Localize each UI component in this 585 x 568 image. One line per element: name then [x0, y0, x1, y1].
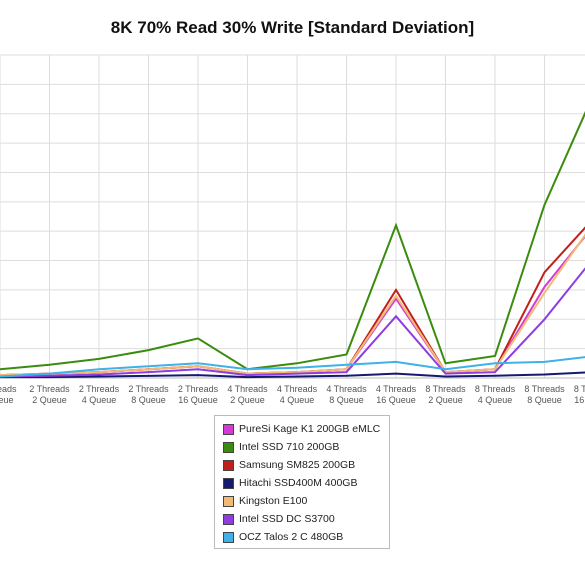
- x-tick-label: 8 Threads: [475, 384, 516, 394]
- legend-label: OCZ Talos 2 C 480GB: [239, 531, 344, 543]
- x-tick-label: 8 Threads: [524, 384, 565, 394]
- x-tick-label: 2 Queue: [428, 395, 463, 405]
- x-tick-label: 4 Threads: [326, 384, 367, 394]
- series-line-4: [0, 233, 585, 377]
- legend-item: PureSi Kage K1 200GB eMLC: [215, 420, 389, 438]
- x-tick-label: 4 Threads: [376, 384, 417, 394]
- legend-item: Samsung SM825 200GB: [215, 456, 389, 474]
- x-tick-label: Threads: [0, 384, 17, 394]
- series-line-5: [0, 267, 585, 378]
- legend-label: Hitachi SSD400M 400GB: [239, 477, 358, 489]
- series-line-1: [0, 111, 585, 371]
- x-tick-label: 4 Threads: [277, 384, 318, 394]
- series-line-0: [0, 234, 585, 377]
- legend: PureSi Kage K1 200GB eMLC Intel SSD 710 2…: [214, 415, 390, 549]
- x-tick-label: 4 Threads: [227, 384, 268, 394]
- series-lines: [0, 111, 585, 379]
- x-tick-label: 8 Queue: [527, 395, 562, 405]
- legend-label: Kingston E100: [239, 495, 308, 507]
- legend-swatch: [223, 423, 234, 435]
- legend-swatch: [223, 477, 234, 489]
- legend-item: Kingston E100: [215, 492, 389, 510]
- series-line-6: [0, 356, 585, 378]
- x-tick-label: 2 Threads: [128, 384, 169, 394]
- legend-label: PureSi Kage K1 200GB eMLC: [239, 423, 381, 435]
- x-tick-label: 16 Queue: [376, 395, 416, 405]
- x-tick-label: 2 Queue: [230, 395, 265, 405]
- x-tick-label: 4 Queue: [82, 395, 117, 405]
- series-line-3: [0, 371, 585, 379]
- x-tick-label: 8 Threads: [574, 384, 585, 394]
- legend-label: Intel SSD 710 200GB: [239, 441, 340, 453]
- x-tick-label: 16 Queue: [574, 395, 585, 405]
- legend-item: OCZ Talos 2 C 480GB: [215, 528, 389, 546]
- x-tick-label: 4 Queue: [280, 395, 315, 405]
- x-tick-label: 2 Threads: [178, 384, 219, 394]
- x-tick-label: 8 Queue: [329, 395, 364, 405]
- legend-label: Intel SSD DC S3700: [239, 513, 335, 525]
- x-tick-label: 2 Queue: [32, 395, 67, 405]
- x-tick-label: 8 Threads: [425, 384, 466, 394]
- legend-item: Hitachi SSD400M 400GB: [215, 474, 389, 492]
- legend-swatch: [223, 531, 234, 543]
- legend-item: Intel SSD DC S3700: [215, 510, 389, 528]
- legend-swatch: [223, 459, 234, 471]
- grid-lines: [0, 54, 585, 379]
- x-tick-label: Queue: [0, 395, 14, 405]
- x-tick-label: 4 Queue: [478, 395, 513, 405]
- legend-item: Intel SSD 710 200GB: [215, 438, 389, 456]
- legend-swatch: [223, 513, 234, 525]
- chart-title: 8K 70% Read 30% Write [Standard Deviatio…: [110, 18, 475, 37]
- legend-label: Samsung SM825 200GB: [239, 459, 356, 471]
- x-tick-label: 16 Queue: [178, 395, 218, 405]
- legend-swatch: [223, 441, 234, 453]
- x-tick-label: 2 Threads: [29, 384, 70, 394]
- x-tick-label: 8 Queue: [131, 395, 166, 405]
- x-tick-label: 2 Threads: [79, 384, 120, 394]
- legend-swatch: [223, 495, 234, 507]
